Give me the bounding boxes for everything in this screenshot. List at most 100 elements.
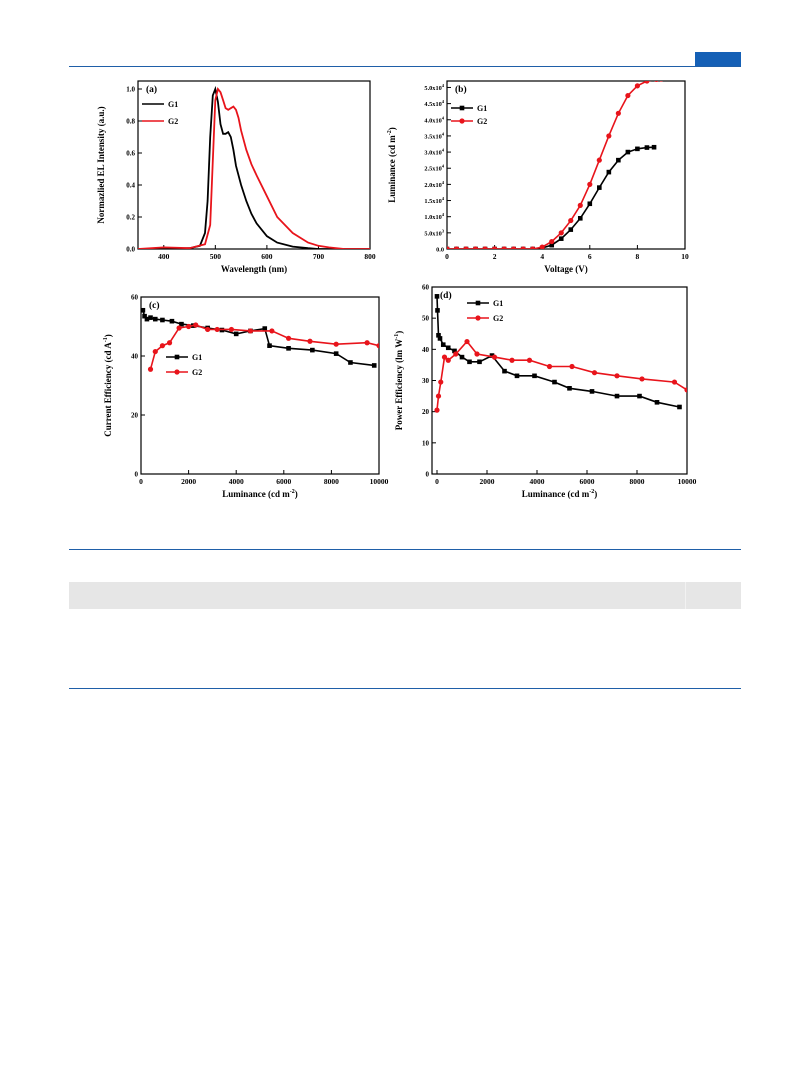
x-tick-label: 10000: [370, 477, 389, 486]
y-tick-label: 0: [426, 471, 430, 479]
y-tick-label: 20: [422, 408, 430, 416]
x-tick-label: 500: [210, 252, 222, 261]
data-point: [453, 246, 460, 249]
panel-label: (b): [455, 84, 467, 95]
data-point: [233, 331, 239, 337]
data-point: [477, 359, 482, 365]
x-tick-label: 0: [445, 252, 449, 261]
data-point: [606, 133, 612, 139]
y-tick-label: 10: [422, 439, 430, 447]
x-tick-label: 2000: [181, 477, 196, 486]
data-point: [147, 366, 154, 372]
data-point: [464, 338, 470, 345]
data-point: [482, 246, 488, 249]
x-tick-label: 4000: [530, 477, 545, 486]
data-point: [447, 246, 450, 249]
x-tick-label: 8000: [630, 477, 645, 486]
data-point: [625, 149, 631, 155]
data-point: [654, 81, 659, 82]
legend-label: G2: [477, 117, 487, 126]
legend-marker: [475, 300, 481, 306]
data-point: [635, 146, 640, 152]
series-G2: [147, 322, 379, 372]
plot-frame: [137, 80, 371, 250]
data-point: [152, 316, 158, 322]
data-point: [511, 246, 517, 249]
data-point: [502, 368, 507, 374]
data-point: [467, 359, 472, 365]
data-point: [569, 363, 575, 370]
y-tick-label: 40: [131, 353, 139, 361]
data-point: [441, 354, 448, 360]
table-cell-divider: [685, 582, 686, 609]
data-point: [532, 373, 537, 379]
y-tick-label: 0.8: [126, 118, 135, 126]
y-tick-label: 0.0: [436, 247, 444, 254]
x-tick-label: 700: [313, 252, 325, 261]
series-G2: [434, 338, 687, 413]
data-point: [614, 393, 620, 399]
x-tick-label: 0: [139, 477, 143, 486]
data-point: [440, 342, 446, 347]
legend-marker: [174, 354, 180, 360]
data-point: [589, 389, 595, 394]
data-point: [160, 317, 165, 323]
data-point: [644, 145, 650, 150]
legend-entry-G2: G2: [451, 117, 487, 126]
chart-panel-d: 0 2000 4000 6000 8000 10000 0 10 20 30 40 50 60 Lumin…: [394, 284, 697, 500]
y-tick-label: 1.0x104: [424, 212, 444, 221]
x-tick-label: 4000: [229, 477, 244, 486]
legend-entry-G1: G1: [451, 104, 487, 113]
legend-label: G2: [493, 314, 503, 323]
data-point: [247, 328, 254, 334]
x-axis-label: Luminance (cd m-2): [222, 489, 298, 499]
chart-panel-b: 0 2 4 6 8 10 0.0 5.0x103 1.0x104 1.5x104 2.0x104 2.…: [387, 80, 689, 274]
data-point: [492, 246, 498, 249]
y-tick-label: 0.4: [126, 182, 135, 190]
table-header-band: [69, 582, 741, 609]
data-point: [474, 351, 480, 357]
data-point: [214, 326, 220, 333]
data-point: [269, 328, 275, 334]
data-point: [514, 373, 520, 379]
x-tick-label: 4: [540, 252, 544, 261]
y-tick-label: 50: [422, 315, 430, 323]
y-tick-label: 60: [131, 294, 139, 302]
data-point: [453, 351, 459, 357]
series-G1: [447, 144, 657, 249]
legend-label: G2: [192, 368, 202, 377]
data-point: [142, 313, 147, 319]
header-rule: [69, 66, 741, 67]
figure: 400 500 600 700 8000.00.20.40.60.81.0Wavelen…: [96, 80, 697, 500]
data-point: [639, 376, 645, 382]
data-point: [546, 363, 553, 370]
legend-label: G2: [168, 117, 178, 126]
data-point: [684, 387, 687, 393]
data-point: [596, 157, 602, 163]
y-tick-label: 60: [422, 284, 430, 292]
y-tick-label: 20: [131, 412, 139, 420]
legend-label: G1: [493, 299, 503, 308]
y-tick-label: 1.5x104: [424, 196, 444, 205]
data-point: [568, 217, 574, 224]
x-tick-label: 10: [681, 252, 689, 261]
data-point: [333, 351, 339, 356]
x-tick-label: 8: [636, 252, 640, 261]
header-tab: [695, 52, 741, 66]
separator-bottom: [69, 688, 741, 689]
y-tick-label: 5.0x103: [424, 228, 444, 237]
data-point: [463, 246, 469, 249]
legend-entry-G1: G1: [467, 299, 503, 308]
data-point: [438, 379, 444, 385]
legend-marker: [459, 105, 465, 111]
legend-marker: [475, 315, 481, 321]
series-line: [149, 324, 379, 370]
chart-panel-a: 400 500 600 700 800 0.0 0.2 0.4 0.6 0.8 1.0 Wavelen…: [96, 80, 376, 274]
data-point: [634, 83, 641, 89]
panel-label: (c): [149, 300, 160, 311]
data-point: [549, 238, 555, 245]
plot-frame: [431, 286, 688, 475]
series-line: [436, 340, 687, 411]
series-line: [436, 296, 680, 408]
data-point: [644, 81, 650, 84]
